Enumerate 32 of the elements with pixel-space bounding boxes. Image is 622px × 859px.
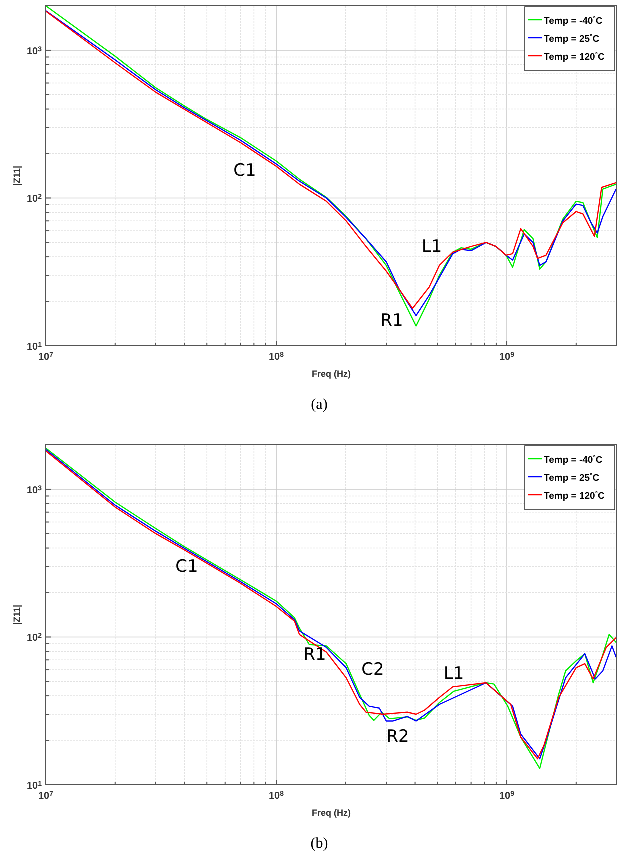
annotation: R2 xyxy=(386,727,410,747)
x-tick-label: 10$^{8}$ xyxy=(268,790,284,802)
legend-label: Temp = 120$^{°}$C xyxy=(544,52,605,63)
legend-label: Temp = 120$^{°}$C xyxy=(544,490,605,502)
x-tick-label: 10$^{7}$ xyxy=(38,352,54,363)
x-tick-label: 10$^{7}$ xyxy=(38,790,54,802)
x-tick-label: 10$^{9}$ xyxy=(500,352,515,363)
legend-label: Temp = -40$^{°}$C xyxy=(544,454,603,466)
y-tick-label: 10$^{3}$ xyxy=(26,46,42,58)
y-tick-label: 10$^{2}$ xyxy=(26,194,42,206)
x-axis-title: Freq (Hz) xyxy=(312,369,351,379)
legend-label: Temp = -40$^{°}$C xyxy=(544,16,603,27)
text: (b) xyxy=(310,836,328,852)
annotation: C1 xyxy=(176,557,198,577)
x-axis-title: Freq (Hz) xyxy=(312,808,351,818)
annotation: C1 xyxy=(234,161,256,181)
annotation: C2 xyxy=(362,660,384,680)
annotation: R1 xyxy=(304,645,326,665)
y-tick-label: 10$^{1}$ xyxy=(26,342,42,353)
legend-label: Temp = 25$^{°}$C xyxy=(544,34,600,45)
y-tick-label: 10$^{1}$ xyxy=(26,780,42,792)
annotation: L1 xyxy=(422,237,442,257)
text: (a) xyxy=(311,397,328,413)
x-tick-label: 10$^{9}$ xyxy=(500,790,515,802)
annotation: R1 xyxy=(380,311,404,331)
annotation: L1 xyxy=(444,664,464,684)
y-axis-title: |Z11| xyxy=(12,166,22,186)
y-tick-label: 10$^{3}$ xyxy=(26,484,42,496)
x-tick-label: 10$^{8}$ xyxy=(268,352,284,363)
y-axis-title: |Z11| xyxy=(12,604,22,626)
legend-label: Temp = 25$^{°}$C xyxy=(544,472,600,484)
y-tick-label: 10$^{2}$ xyxy=(26,632,42,644)
